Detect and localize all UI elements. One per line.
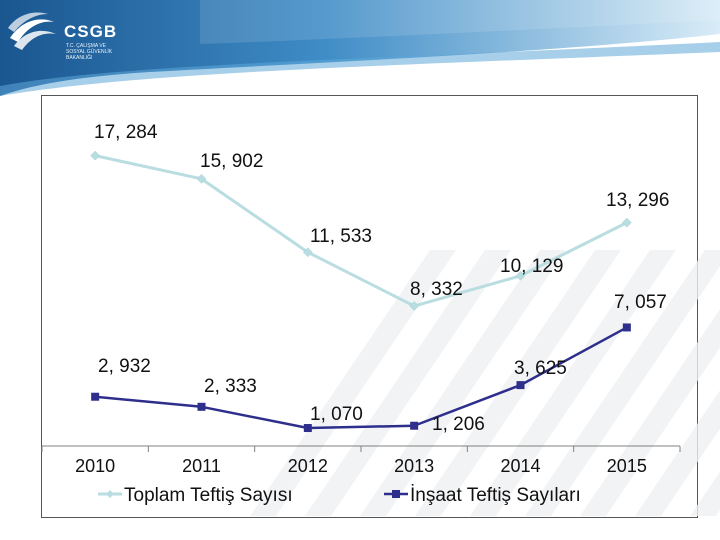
data-label: 8, 332 (410, 279, 463, 300)
data-label: 7, 057 (614, 292, 667, 313)
series-line-toplam (94, 154, 628, 308)
legend-marker (106, 490, 114, 498)
background-stripe (580, 309, 720, 516)
legend-marker (392, 490, 400, 498)
series-lines (94, 154, 628, 430)
data-point-insaat (410, 421, 419, 430)
x-tick-label: 2010 (75, 456, 115, 476)
series-markers (90, 150, 632, 433)
data-label: 3, 625 (514, 358, 567, 379)
data-label: 11, 533 (310, 226, 372, 247)
data-label: 15, 902 (200, 151, 263, 172)
data-point-insaat (197, 402, 206, 411)
background-stripe (250, 250, 456, 516)
series-line-insaat (95, 326, 628, 430)
logo-subtitle-line: BAKANLIĞI (66, 55, 93, 61)
x-tick-label: 2013 (394, 456, 434, 476)
logo-subtitle-line: SOSYAL GÜVENLİK (66, 49, 113, 55)
slide-header: CSGB T.C. ÇALIŞMA VE SOSYAL GÜVENLİK BAK… (0, 0, 720, 96)
legend-entry: Toplam Teftiş Sayısı (98, 485, 293, 506)
data-label: 13, 296 (606, 190, 669, 211)
legend-label: Toplam Teftiş Sayısı (124, 485, 293, 506)
data-point-insaat (622, 323, 631, 332)
data-label: 2, 333 (204, 376, 257, 397)
background-stripe (470, 250, 676, 516)
x-tick-label: 2015 (607, 456, 647, 476)
legend-label: İnşaat Teftiş Sayıları (410, 485, 581, 506)
data-label: 1, 206 (432, 414, 485, 435)
data-label: 10, 129 (500, 256, 563, 277)
data-point-toplam (515, 270, 526, 281)
x-tick-label: 2011 (182, 456, 221, 476)
data-point-insaat (516, 381, 525, 390)
background-stripe (305, 250, 511, 516)
csgb-logo-icon (8, 12, 56, 50)
data-point-insaat (303, 424, 312, 433)
data-point-insaat (91, 392, 100, 401)
header-background (0, 0, 720, 96)
logo-subtitle-line: T.C. ÇALIŞMA VE (66, 43, 107, 49)
x-tick-label: 2014 (500, 456, 540, 476)
data-point-toplam (196, 173, 207, 184)
data-label: 17, 284 (94, 122, 158, 143)
background-diagonal-stripes (250, 250, 720, 516)
data-label: 2, 932 (98, 356, 151, 377)
x-axis-ticks (41, 446, 681, 452)
x-tick-labels: 2010 2011 2012 2013 2014 2015 (75, 456, 647, 476)
background-stripe (360, 250, 566, 516)
data-label: 1, 070 (310, 404, 363, 425)
background-stripe (635, 390, 720, 516)
logo-name: CSGB (64, 22, 118, 41)
data-point-toplam (621, 217, 632, 228)
data-point-toplam (90, 150, 101, 161)
logo-subtitle: T.C. ÇALIŞMA VE SOSYAL GÜVENLİK BAKANLIĞ… (66, 43, 126, 61)
data-point-toplam (409, 301, 420, 311)
data-labels: 17, 284 15, 902 11, 533 8, 332 10, 129 13, 29… (94, 122, 669, 435)
x-tick-label: 2012 (288, 456, 328, 476)
legend-entry: İnşaat Teftiş Sayıları (384, 485, 581, 506)
background-stripe (690, 471, 720, 516)
legend: Toplam Teftiş Sayısı İnşaat Teftiş Sayıla… (98, 485, 581, 506)
data-point-toplam (302, 247, 313, 258)
chart-frame (41, 95, 698, 518)
